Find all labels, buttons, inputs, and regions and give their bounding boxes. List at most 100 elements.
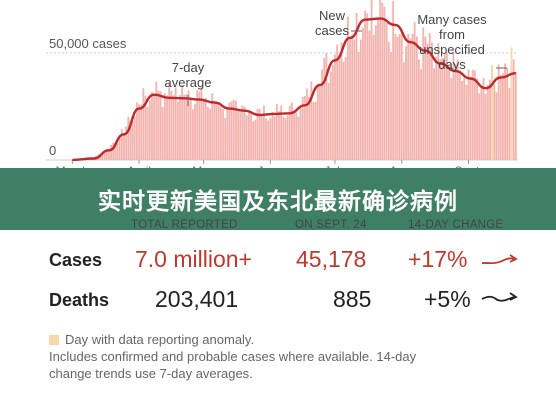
new-cases-bar	[200, 86, 203, 160]
new-cases-bar	[456, 60, 459, 160]
new-cases-bar	[157, 90, 160, 160]
new-cases-bar	[250, 111, 252, 160]
new-cases-bar	[334, 54, 336, 160]
new-cases-bar	[198, 91, 201, 160]
new-cases-bar	[295, 112, 298, 160]
cases-total: 7.0 million+	[135, 246, 252, 272]
new-cases-bar	[392, 1, 395, 160]
annotation-7-day: 7-day average	[165, 60, 212, 90]
new-cases-bar	[219, 106, 222, 160]
new-cases-bar	[265, 118, 267, 160]
new-cases-bar	[400, 31, 403, 161]
anomaly-bar	[491, 65, 494, 160]
new-cases-bar	[129, 121, 132, 160]
new-cases-bar	[433, 68, 435, 160]
new-cases-bar	[467, 69, 470, 160]
new-cases-bar	[428, 33, 431, 160]
footnotes: Day with data reporting anomaly. Include…	[49, 331, 416, 382]
new-cases-bar	[108, 148, 110, 160]
new-cases-bar	[471, 69, 474, 160]
deaths-on-day: 885	[333, 286, 372, 312]
new-cases-bar	[123, 133, 125, 160]
new-cases-bar	[135, 102, 138, 160]
x-tick-label: Aug.	[389, 164, 414, 168]
new-cases-bar	[278, 111, 280, 160]
new-cases-bar	[381, 2, 384, 161]
new-cases-bar	[452, 53, 455, 160]
new-cases-bar	[430, 42, 433, 161]
new-cases-bar	[422, 27, 425, 160]
new-cases-bar	[148, 100, 151, 160]
new-cases-bar	[120, 128, 123, 160]
new-cases-bar	[439, 58, 442, 160]
new-cases-bar	[323, 57, 326, 160]
new-cases-bar	[383, 6, 386, 160]
new-cases-bar	[366, 13, 369, 161]
new-cases-bar	[409, 38, 412, 160]
new-cases-bar	[254, 119, 257, 160]
new-cases-bar	[213, 100, 216, 160]
new-cases-bar	[159, 91, 162, 160]
new-cases-bar	[446, 53, 448, 160]
new-cases-bar	[293, 110, 295, 160]
new-cases-bar	[151, 91, 153, 160]
new-cases-bar	[105, 148, 108, 160]
new-cases-bar	[390, 52, 392, 160]
deaths-label: Deaths	[49, 290, 110, 310]
x-tick-label: June	[257, 164, 283, 168]
new-cases-bar	[155, 81, 158, 160]
new-cases-bar	[269, 117, 272, 160]
new-cases-bar	[336, 44, 339, 161]
new-cases-bar	[273, 116, 276, 160]
new-cases-bar	[103, 152, 106, 160]
new-cases-bar	[243, 106, 246, 160]
new-cases-bar	[239, 112, 242, 160]
note-line-2: Includes confirmed and probable cases wh…	[49, 349, 417, 364]
new-cases-bar	[263, 105, 265, 160]
new-cases-bar	[465, 84, 468, 160]
new-cases-bar	[170, 91, 173, 160]
new-cases-bar	[495, 92, 498, 160]
new-cases-bar	[299, 107, 302, 160]
new-cases-bar	[280, 105, 283, 160]
new-cases-bar	[161, 106, 164, 160]
new-cases-bar	[138, 104, 140, 160]
new-cases-bar	[172, 95, 175, 160]
new-cases-bar	[267, 120, 270, 160]
new-cases-bar	[144, 95, 147, 160]
new-cases-bar	[415, 36, 418, 161]
new-cases-bar	[116, 143, 119, 160]
new-cases-bar	[396, 36, 399, 161]
trend-up-arrow-icon	[481, 254, 518, 265]
new-cases-bar	[196, 89, 199, 160]
new-cases-bar	[194, 104, 196, 160]
new-cases-bar	[331, 64, 334, 160]
new-cases-bar	[474, 70, 476, 160]
new-cases-bar	[398, 34, 401, 160]
new-cases-bar	[284, 118, 287, 160]
new-cases-bar	[306, 88, 308, 160]
new-cases-bar	[252, 121, 255, 160]
new-cases-bar	[407, 33, 410, 160]
new-cases-bar	[176, 101, 179, 160]
new-cases-bar	[118, 136, 121, 160]
new-cases-bar	[258, 108, 261, 160]
new-cases-bar	[140, 104, 143, 160]
new-cases-bar	[321, 69, 323, 160]
new-cases-bar	[101, 153, 104, 160]
new-cases-bar	[394, 34, 397, 161]
new-cases-bar	[351, 34, 354, 161]
new-cases-bar	[450, 78, 453, 160]
new-cases-bar	[286, 115, 289, 160]
x-tick-label: Sept.	[454, 164, 482, 168]
anomaly-swatch	[49, 334, 59, 345]
new-cases-bar	[185, 94, 188, 160]
new-cases-bar	[463, 75, 466, 160]
new-cases-bar	[347, 16, 349, 160]
new-cases-bar	[359, 39, 362, 160]
new-cases-bar	[237, 110, 239, 160]
x-tick-label: July	[324, 164, 345, 168]
banner: 实时更新美国及东北最新确诊病例	[0, 168, 556, 230]
new-cases-bar	[508, 88, 511, 160]
new-cases-bar	[312, 102, 315, 160]
